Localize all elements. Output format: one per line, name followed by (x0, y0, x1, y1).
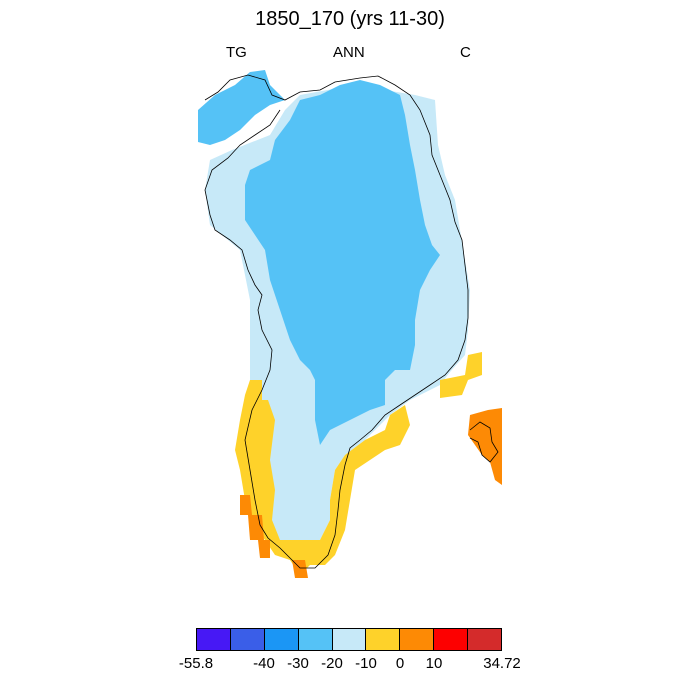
colorbar-tick-label: 0 (395, 655, 405, 672)
region-orange-sw2 (248, 515, 264, 540)
center-label: ANN (333, 44, 365, 61)
colorbar-tick-label: -55.8 (178, 655, 214, 672)
colorbar-swatch-0 (197, 629, 231, 650)
region-orange-east (468, 408, 502, 485)
colorbar-swatch-5 (366, 629, 401, 650)
colorbar-swatch-7 (434, 629, 469, 650)
region-orange-sw3 (258, 540, 270, 558)
right-label: C (460, 44, 471, 61)
colorbar-swatch-6 (400, 629, 435, 650)
left-label: TG (226, 44, 247, 61)
colorbar-swatch-2 (264, 629, 299, 650)
colorbar-swatch-1 (230, 629, 265, 650)
coastline (204, 74, 499, 569)
region-yellow (235, 380, 410, 575)
colorbar-swatch-3 (298, 629, 333, 650)
colorbar-tick-label: 34.72 (483, 655, 521, 672)
region-dark-blue-nw (198, 70, 285, 145)
region-yellow-east (440, 352, 482, 398)
region-orange-sw1 (240, 495, 252, 515)
colorbar-swatch-8 (468, 629, 502, 650)
colorbar-tick-label: -40 (253, 655, 275, 672)
region-dark-blue (245, 80, 440, 445)
colorbar-tick-label: -10 (355, 655, 377, 672)
plot-title: 1850_170 (yrs 11-30) (255, 8, 445, 30)
colorbar-tick-label: -30 (287, 655, 309, 672)
colorbar (196, 628, 502, 651)
colorbar-tick-label: -20 (321, 655, 343, 672)
colorbar-tick-label: 10 (425, 655, 443, 672)
colorbar-swatch-4 (332, 629, 367, 650)
